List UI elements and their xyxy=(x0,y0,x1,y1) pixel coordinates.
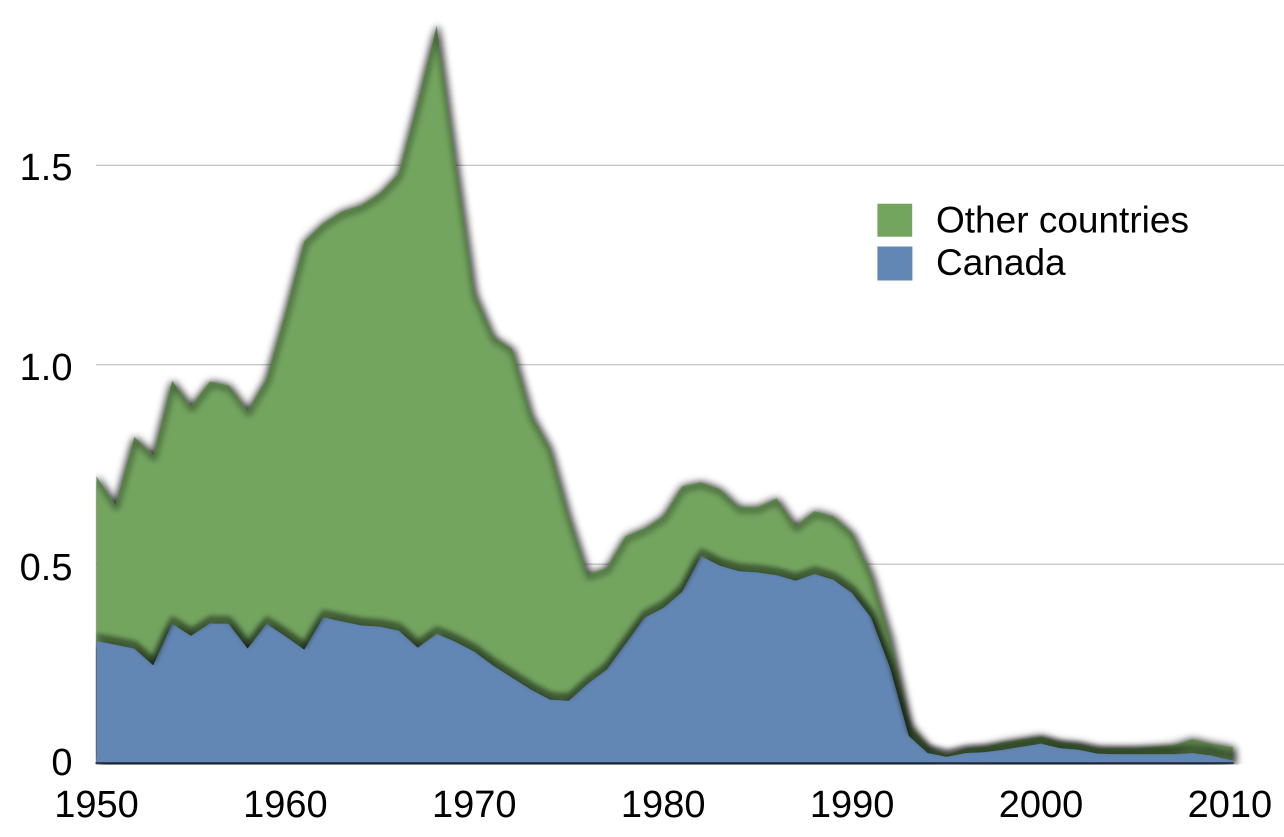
svg-text:2000: 2000 xyxy=(999,784,1084,826)
svg-text:1970: 1970 xyxy=(432,784,517,826)
svg-text:0.5: 0.5 xyxy=(20,547,73,589)
svg-text:1980: 1980 xyxy=(621,784,706,826)
svg-text:1950: 1950 xyxy=(54,784,139,826)
svg-text:2010: 2010 xyxy=(1188,784,1273,826)
svg-text:Canada: Canada xyxy=(936,242,1066,283)
svg-text:1990: 1990 xyxy=(810,784,895,826)
svg-text:1.5: 1.5 xyxy=(20,147,73,189)
svg-text:1960: 1960 xyxy=(243,784,328,826)
svg-text:0: 0 xyxy=(51,742,72,784)
svg-text:Other countries: Other countries xyxy=(936,199,1189,240)
svg-text:1.0: 1.0 xyxy=(20,347,73,389)
